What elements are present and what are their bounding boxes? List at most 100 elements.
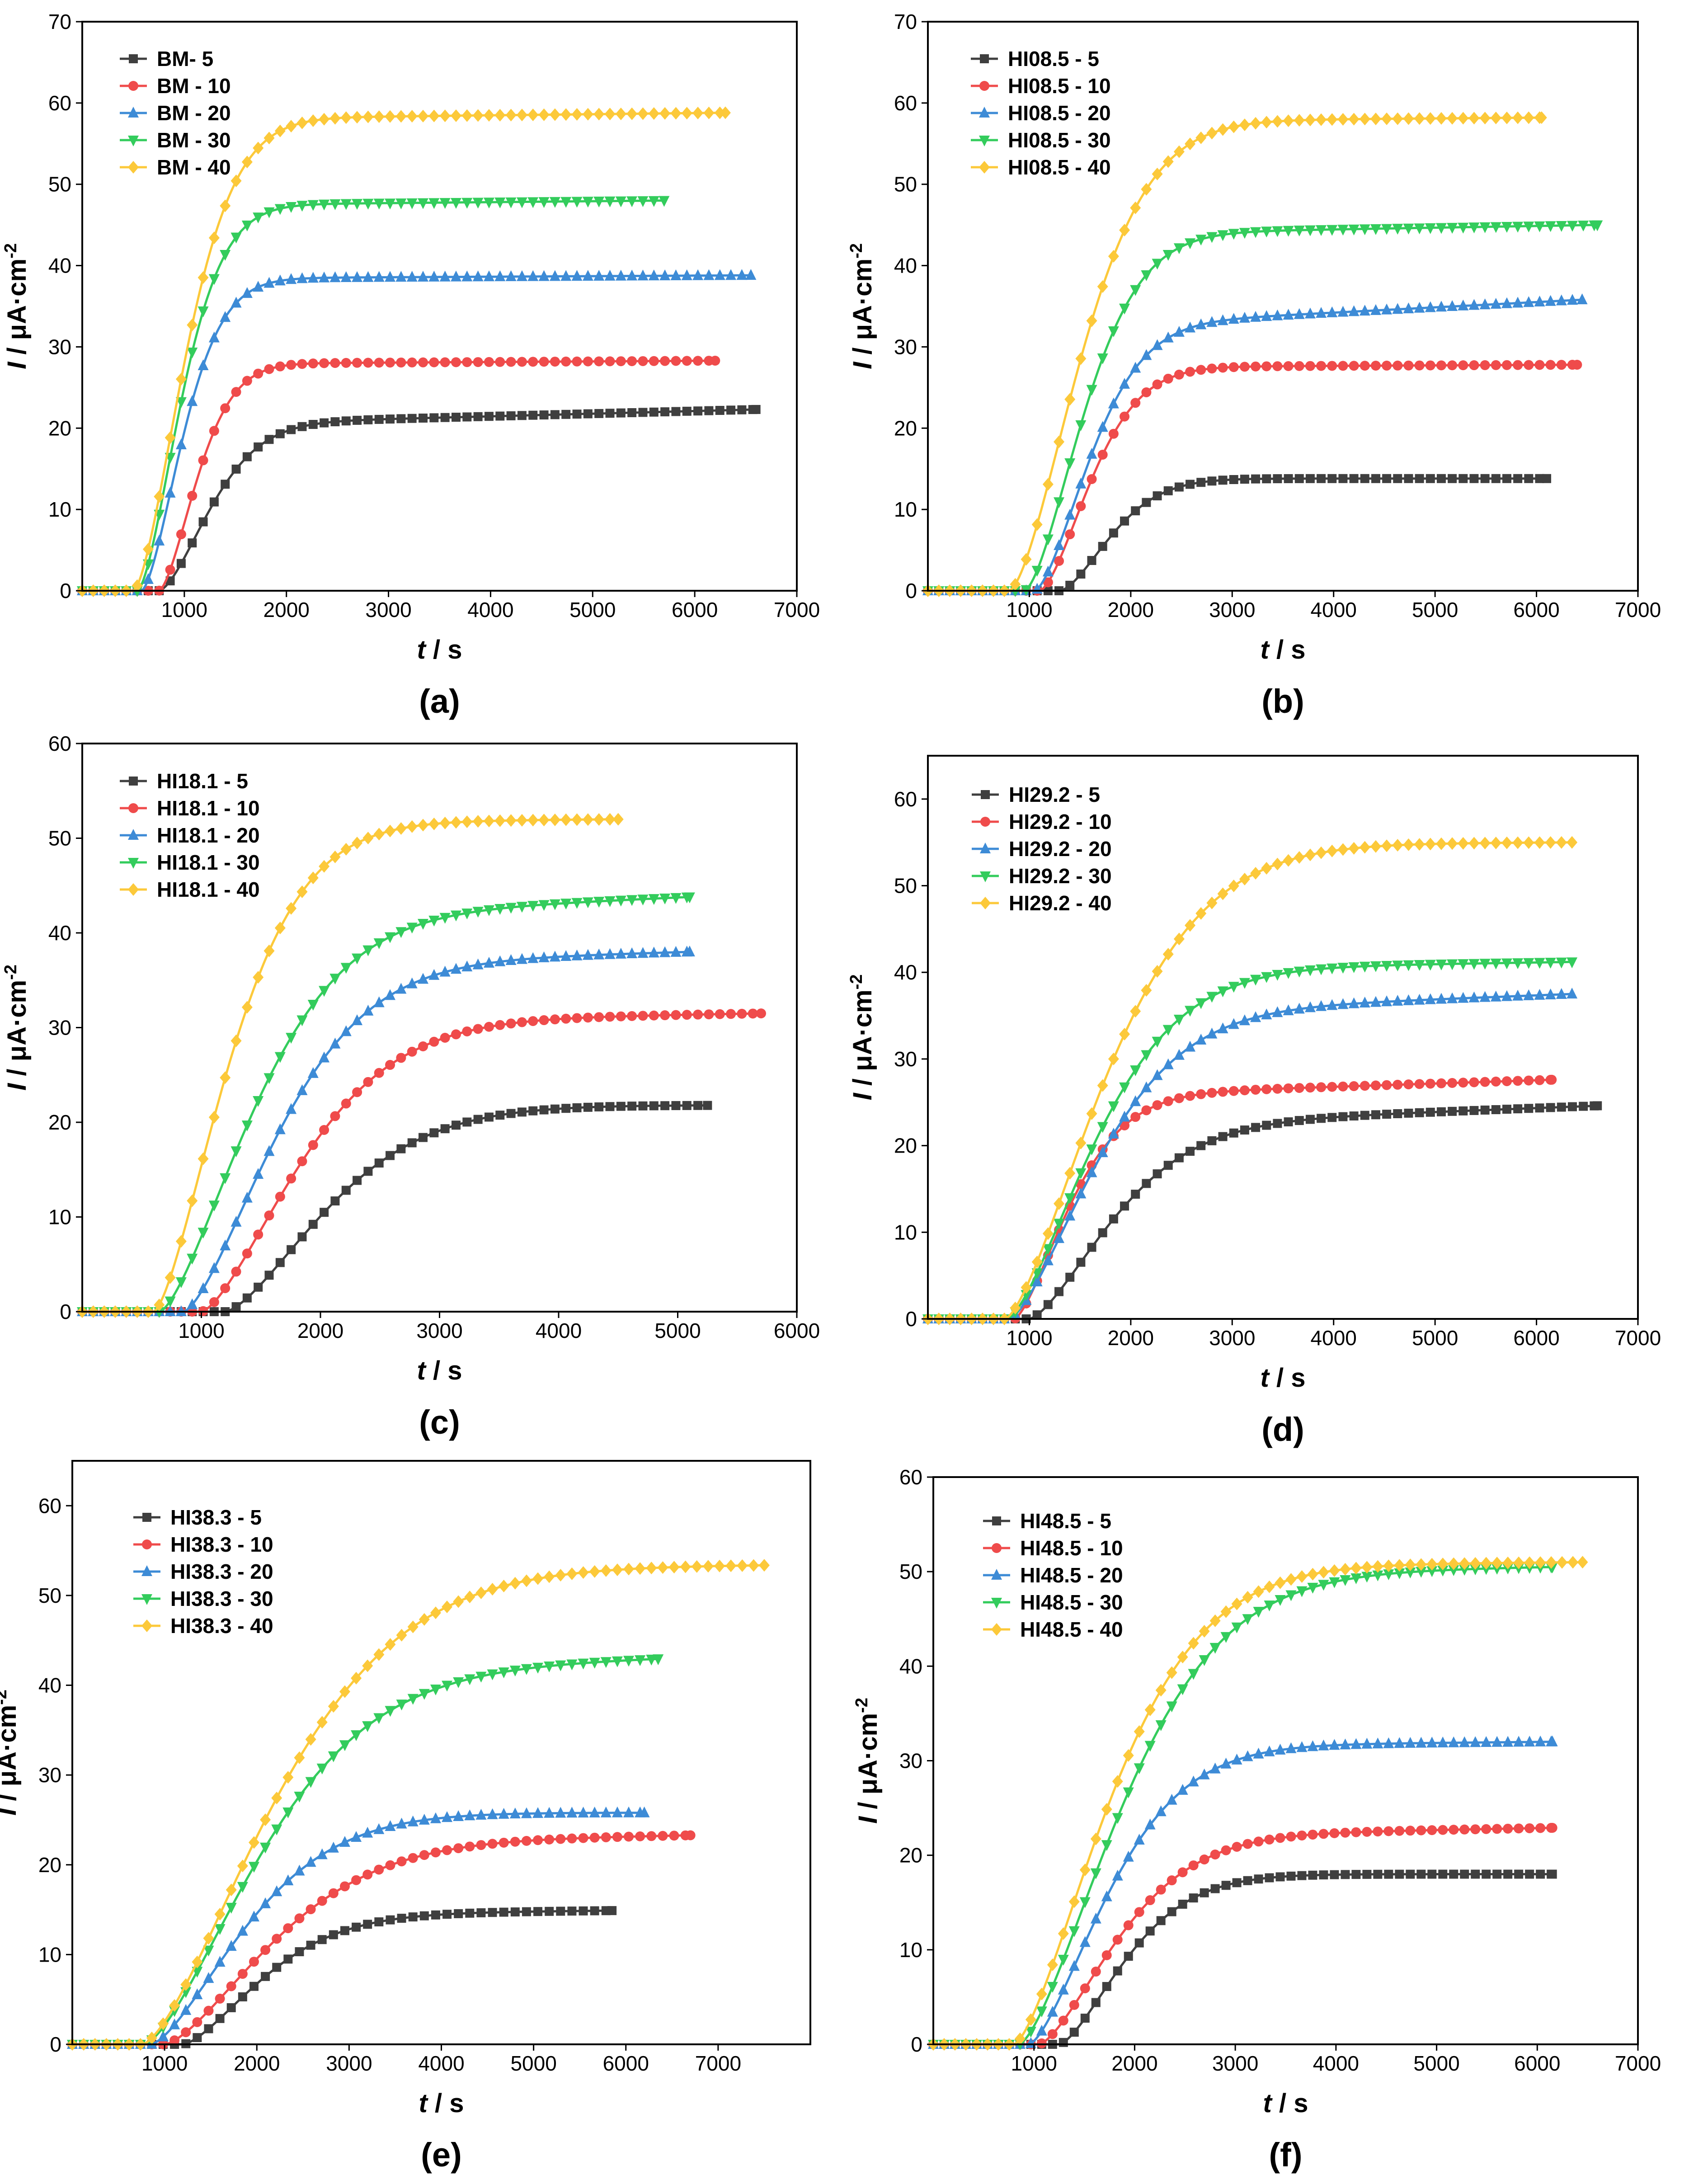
series-20-point: [274, 274, 286, 286]
series-10-point: [1294, 1083, 1304, 1093]
legend-marker-5: [980, 54, 989, 63]
series-10-point: [533, 1835, 543, 1845]
series-20-point: [1253, 1747, 1264, 1759]
series-20-point: [1490, 990, 1501, 1002]
series-20-point: [1064, 508, 1076, 520]
series-5-point: [363, 1920, 372, 1929]
series-40-point: [1491, 1557, 1503, 1570]
series-10-point: [1253, 1836, 1264, 1847]
x-tick-label: 2000: [297, 1319, 343, 1342]
series-20-point: [1414, 301, 1425, 313]
legend-label-20: HI38.3 - 20: [170, 1560, 273, 1583]
series-20-point: [1112, 1869, 1123, 1881]
y-axis-title: I / μA·cm-2: [847, 974, 877, 1101]
series-5-point: [1273, 474, 1282, 484]
series-40-point: [1079, 1863, 1091, 1876]
legend-marker-20: [980, 843, 991, 853]
series-40-point: [226, 1883, 237, 1897]
series-30-point: [505, 903, 517, 914]
series-20-point: [1394, 1737, 1405, 1748]
series-20-point: [1414, 993, 1425, 1005]
series-40-point: [362, 832, 374, 845]
series-40-point: [1283, 854, 1294, 867]
series-5-point: [1458, 474, 1468, 483]
series-5-point: [287, 1245, 296, 1254]
x-tick-label: 1000: [1006, 1326, 1052, 1350]
series-10-point: [453, 1843, 464, 1854]
series-5-point: [1102, 1982, 1111, 1991]
series-40-point: [1546, 1556, 1557, 1569]
series-10-point: [385, 1860, 395, 1870]
series-10-point: [1491, 1076, 1501, 1087]
series-20-point: [305, 1856, 316, 1867]
series-5-point: [1109, 528, 1118, 538]
series-40-point: [635, 1562, 646, 1575]
series-20-point: [1361, 1737, 1373, 1749]
series-30-point: [329, 974, 341, 985]
series-30-point: [1101, 1840, 1112, 1851]
series-20-point: [566, 1807, 578, 1818]
series-30-point: [1272, 970, 1283, 981]
series-30-point: [635, 1655, 646, 1666]
series-30-point: [483, 198, 494, 209]
series-5-point: [1059, 2038, 1068, 2047]
series-5-point: [1524, 1104, 1534, 1113]
series-10-point: [1174, 369, 1184, 380]
series-40-point: [505, 814, 517, 827]
series-10-point: [1524, 1075, 1534, 1086]
series-20-point: [1162, 1058, 1174, 1069]
series-20-point: [1285, 1742, 1297, 1753]
series-5-point: [363, 1167, 373, 1176]
series-40-point: [316, 1716, 328, 1729]
legend-label-10: BM - 10: [157, 74, 231, 98]
series-20-point: [1470, 1736, 1481, 1747]
series-20-point: [487, 1808, 498, 1819]
x-tick-label: 1000: [141, 2052, 188, 2075]
series-40-point: [203, 1932, 214, 1945]
series-20-point: [241, 1191, 253, 1203]
series-10-point: [1101, 1950, 1112, 1960]
series-10-point: [517, 357, 527, 367]
series-30-point: [165, 1296, 176, 1308]
series-40-point: [758, 1559, 770, 1572]
series-5-point: [306, 1940, 315, 1950]
series-5-point: [407, 414, 417, 423]
series-20-point: [659, 269, 671, 281]
series-40-point: [1513, 1556, 1524, 1569]
series-5-point: [1351, 1870, 1361, 1879]
series-30-point: [578, 1658, 589, 1670]
series-30-point: [260, 1842, 271, 1854]
series-40-point: [1010, 1301, 1021, 1314]
series-20-point: [296, 272, 308, 283]
series-20-point: [684, 946, 695, 957]
series-10-line: [928, 1078, 1551, 1320]
series-30-point: [1329, 1577, 1340, 1588]
legend-marker-5: [129, 777, 138, 786]
series-10-point: [1185, 367, 1195, 377]
series-10-point: [1393, 1079, 1403, 1090]
series-30-point: [1250, 227, 1261, 238]
series-5-point: [1371, 474, 1380, 483]
series-20-point: [260, 1897, 271, 1908]
series-40-point: [538, 814, 550, 827]
series-40-point: [154, 490, 165, 503]
series-40-point: [1481, 1557, 1492, 1570]
series-5-point: [454, 1909, 463, 1918]
series-30-point: [505, 197, 517, 208]
series-20-point: [1173, 325, 1185, 337]
series-30-point: [1425, 960, 1436, 971]
y-tick-label: 30: [38, 1763, 61, 1787]
x-tick-label: 1000: [1006, 598, 1052, 621]
series-5-point: [209, 497, 219, 507]
series-5-point: [476, 1908, 486, 1917]
series-5-point: [590, 1906, 599, 1916]
series-30-point: [1370, 961, 1381, 972]
series-5-group: [929, 1869, 1557, 2049]
series-20-point: [549, 270, 560, 281]
series-10-point: [226, 1981, 236, 1991]
y-tick-label: 50: [38, 1584, 61, 1607]
series-5-point: [1458, 1106, 1468, 1116]
legend-label-40: HI29.2 - 40: [1009, 891, 1112, 915]
series-5-point: [320, 1208, 329, 1217]
